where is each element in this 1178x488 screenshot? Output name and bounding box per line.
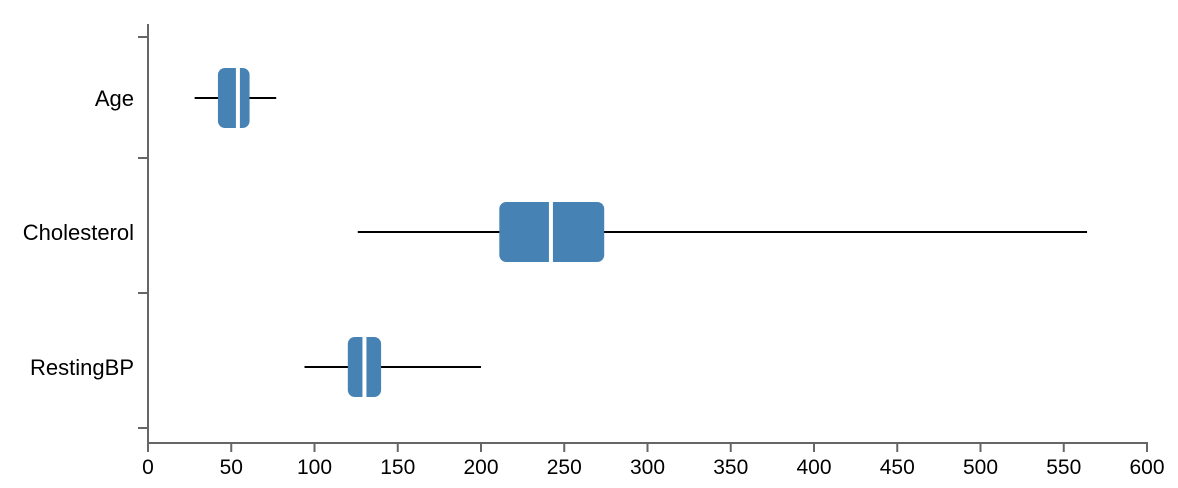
x-tick-label: 450 [880,456,915,479]
x-tick-label: 0 [142,456,154,479]
x-axis: 0 50 100 150 200 250 300 350 400 450 500 550 600 [142,442,1165,479]
x-tick-label: 250 [547,456,582,479]
x-tick-label: 100 [297,456,332,479]
box-restingbp [304,337,481,397]
x-tick-label: 300 [630,456,665,479]
category-label-cholesterol: Cholesterol [23,220,134,245]
y-axis: Age Cholesterol RestingBP [23,24,149,444]
x-tick-label: 200 [463,456,498,479]
x-tick-label: 50 [220,456,243,479]
x-tick-label: 550 [1046,456,1081,479]
x-tick-label: 400 [796,456,831,479]
x-tick-label: 350 [713,456,748,479]
category-label-age: Age [95,86,134,111]
x-tick-label: 500 [963,456,998,479]
category-label-restingbp: RestingBP [30,355,134,380]
box-cholesterol [357,202,1088,262]
x-tick-label: 150 [380,456,415,479]
box-age [194,68,277,128]
box-series [194,68,1088,397]
x-tick-label: 600 [1129,456,1164,479]
iqr-box-age [217,68,250,128]
